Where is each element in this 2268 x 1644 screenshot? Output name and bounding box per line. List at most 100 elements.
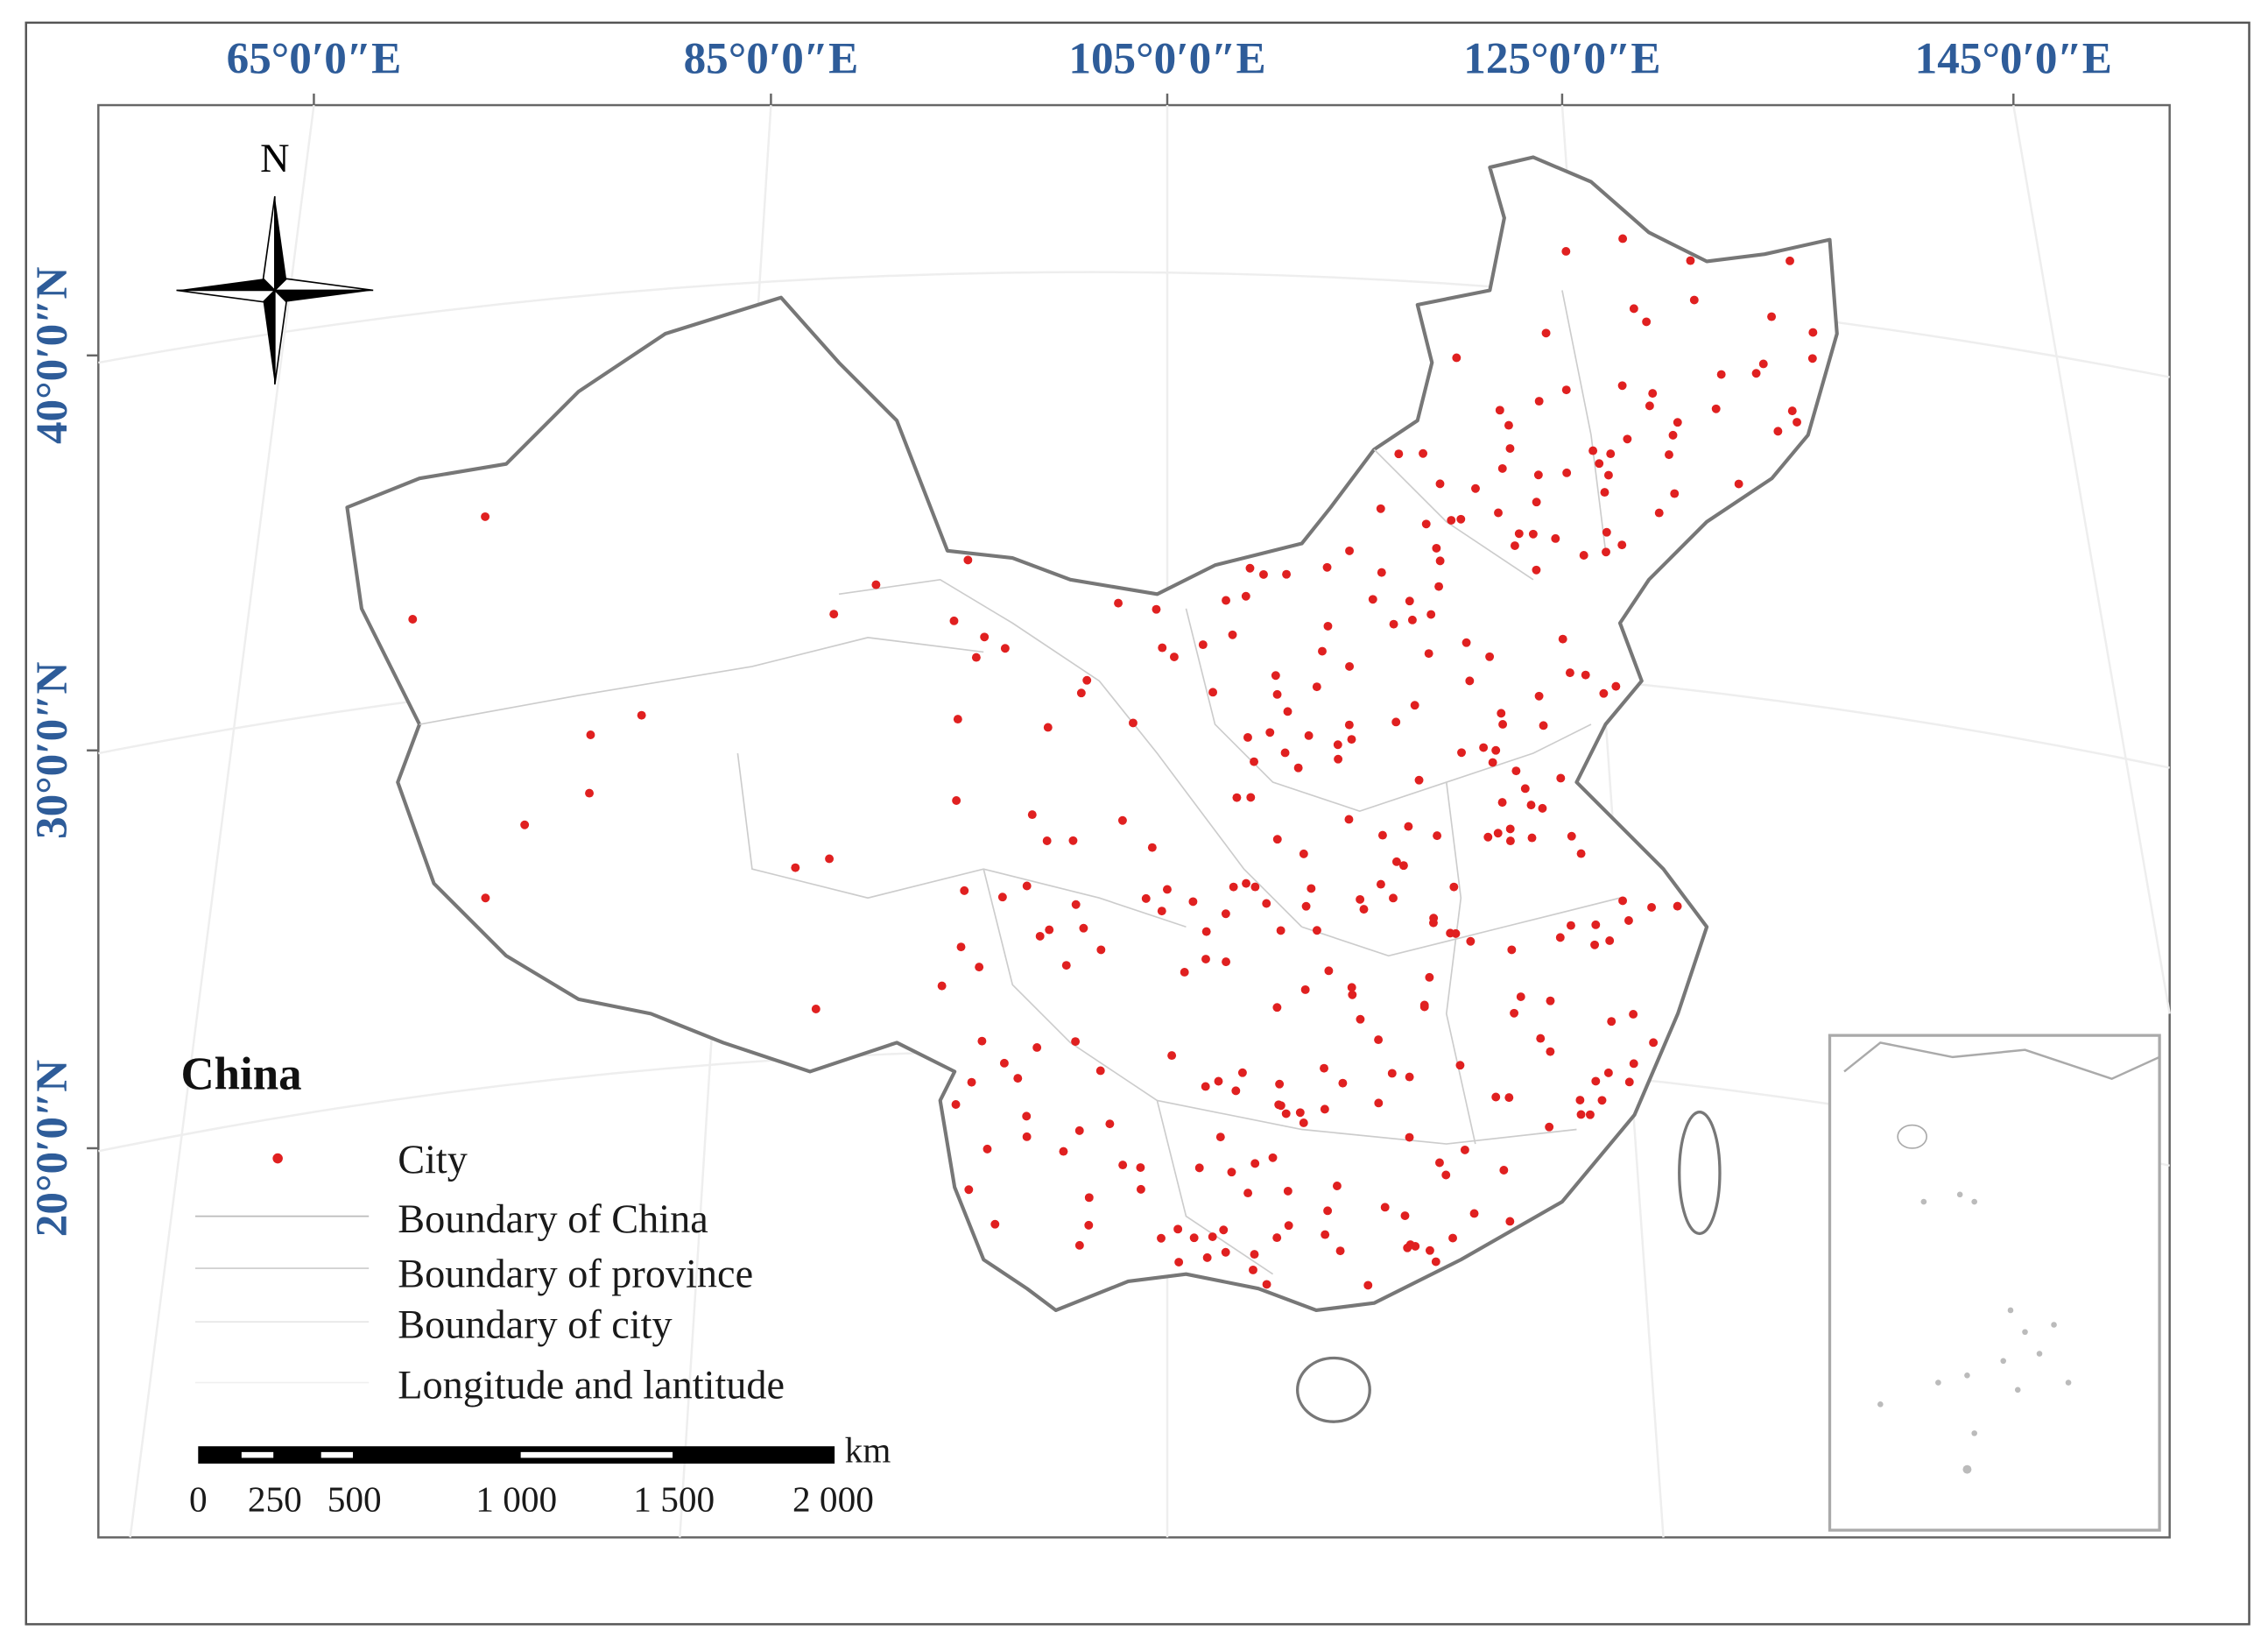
city <box>1323 621 1333 631</box>
city <box>829 610 839 619</box>
city <box>1221 909 1230 919</box>
city <box>1599 688 1609 698</box>
city <box>1356 1014 1365 1024</box>
city <box>1096 945 1106 955</box>
city <box>1345 546 1355 555</box>
city <box>980 632 990 642</box>
city <box>825 854 835 864</box>
city <box>1526 801 1536 810</box>
city <box>1198 640 1208 650</box>
city <box>1421 519 1431 529</box>
tick-marks <box>87 93 2015 1150</box>
longitude-label: 125°0′0″E <box>1463 34 1660 84</box>
city <box>1347 735 1356 744</box>
china <box>345 155 1839 1423</box>
city <box>1136 1184 1145 1194</box>
city <box>1511 766 1521 776</box>
city <box>1320 1104 1329 1114</box>
city <box>1435 556 1445 566</box>
city <box>1208 688 1218 697</box>
city <box>1377 568 1386 577</box>
city <box>1449 882 1459 892</box>
city <box>408 615 418 624</box>
city <box>1510 541 1519 550</box>
city <box>1398 861 1408 871</box>
city <box>1307 884 1316 893</box>
city <box>1000 644 1010 653</box>
city <box>1579 551 1588 560</box>
city <box>1322 562 1332 572</box>
city <box>990 1219 1000 1229</box>
city <box>1082 675 1092 685</box>
city <box>481 893 490 903</box>
city <box>1528 529 1538 539</box>
city <box>1497 798 1507 808</box>
city <box>1617 540 1627 550</box>
city <box>1228 630 1237 639</box>
city <box>1617 381 1627 391</box>
north-label: N <box>260 137 289 181</box>
city <box>964 1185 974 1195</box>
city <box>1603 1068 1613 1077</box>
city <box>1147 843 1157 852</box>
city <box>1448 1233 1457 1243</box>
hainan <box>1295 1356 1371 1423</box>
city <box>1532 497 1541 507</box>
city <box>1607 1017 1616 1027</box>
city <box>1734 479 1743 489</box>
city <box>1431 1257 1440 1267</box>
city <box>1084 1220 1094 1230</box>
city <box>1602 527 1611 537</box>
scale-unit: km <box>845 1429 891 1470</box>
city <box>1299 1118 1308 1127</box>
city <box>1321 1230 1330 1239</box>
longitude-label: 145°0′0″E <box>1915 34 2112 84</box>
scale-label: 1 000 <box>475 1479 557 1520</box>
city <box>1114 598 1123 608</box>
city <box>1043 723 1053 732</box>
city <box>1504 1093 1514 1103</box>
city <box>1136 1163 1145 1172</box>
legend-item: Boundary of province <box>398 1252 753 1297</box>
city <box>1567 831 1576 841</box>
city <box>1465 676 1475 686</box>
inset-map <box>1828 1034 2161 1532</box>
city <box>1576 1110 1586 1119</box>
city <box>1786 256 1794 265</box>
city <box>1494 508 1503 518</box>
city <box>1404 822 1413 831</box>
city <box>1380 1203 1390 1212</box>
city <box>1533 470 1543 480</box>
city <box>1347 983 1356 992</box>
city <box>1807 354 1817 363</box>
city <box>1174 1258 1184 1267</box>
city <box>975 963 984 972</box>
city <box>871 580 881 589</box>
city <box>1095 1066 1105 1076</box>
city <box>1079 923 1088 933</box>
city <box>1538 803 1547 813</box>
latitude-line <box>98 271 2170 378</box>
city <box>960 886 969 895</box>
city <box>1189 1233 1199 1243</box>
city <box>1250 1250 1259 1259</box>
city <box>1374 1035 1384 1045</box>
city <box>1074 1125 1084 1135</box>
city <box>1649 1038 1659 1048</box>
city <box>956 942 966 952</box>
city <box>1215 1132 1225 1142</box>
city <box>1348 990 1357 999</box>
city <box>1711 404 1721 413</box>
legend-item: Longitude and lantitude <box>398 1364 785 1408</box>
city <box>1485 652 1495 661</box>
city <box>1493 829 1503 838</box>
city <box>1391 857 1401 866</box>
city <box>1606 449 1616 459</box>
city <box>1246 793 1256 802</box>
city <box>983 1144 992 1154</box>
city <box>1545 1122 1554 1132</box>
city <box>1173 1224 1183 1234</box>
city <box>481 512 490 521</box>
city <box>1129 718 1138 728</box>
city <box>1670 489 1680 498</box>
